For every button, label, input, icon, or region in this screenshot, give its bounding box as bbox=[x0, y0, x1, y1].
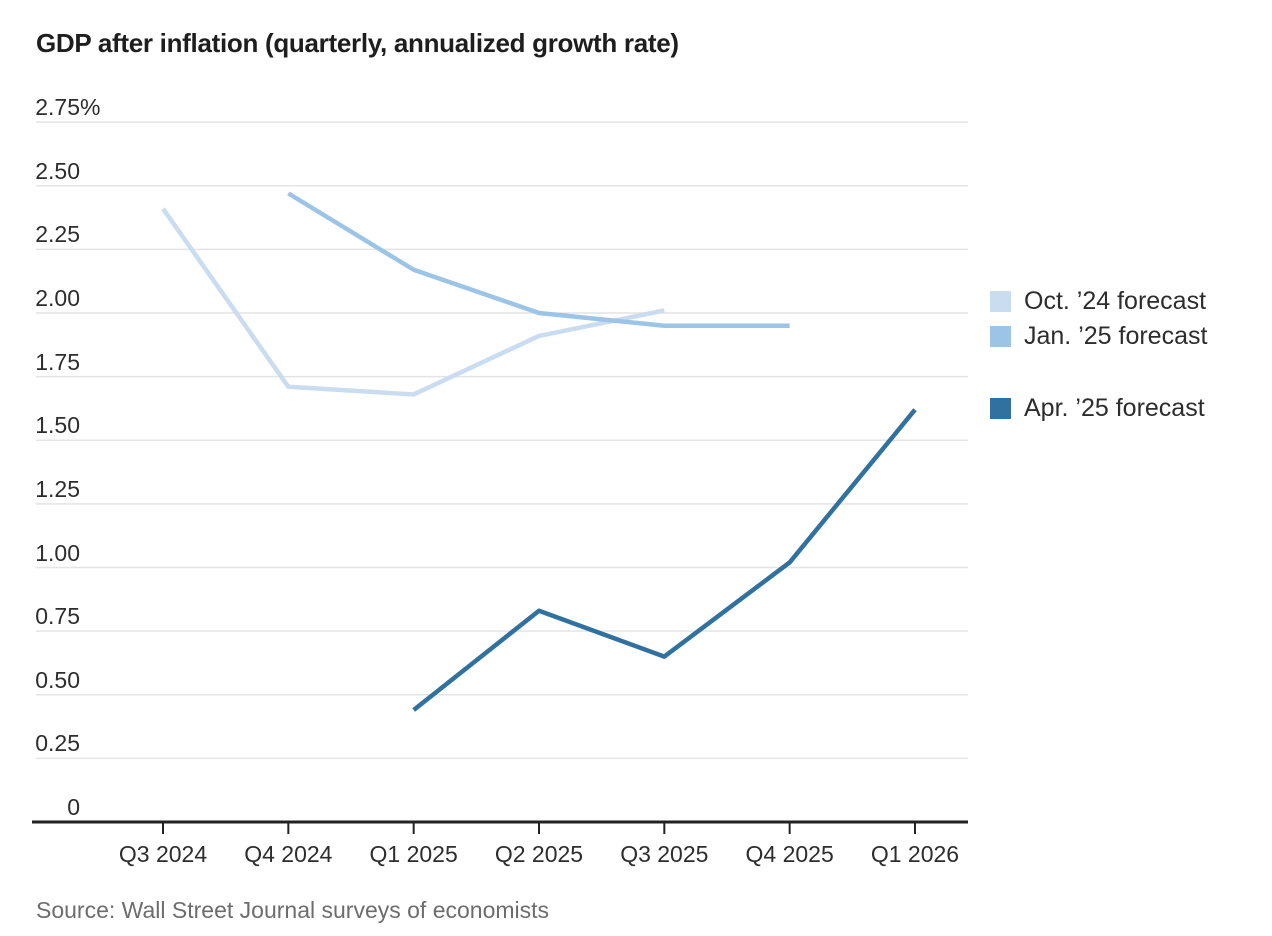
legend-item: Apr. ’25 forecast bbox=[990, 394, 1205, 423]
legend-swatch-icon bbox=[990, 291, 1011, 312]
y-tick-label: 2.00 bbox=[35, 285, 80, 311]
x-tick-label: Q3 2025 bbox=[620, 841, 709, 867]
y-tick-label: 0.50 bbox=[35, 666, 80, 693]
y-tick-label: 2.75% bbox=[35, 94, 101, 121]
chart-title: GDP after inflation (quarterly, annualiz… bbox=[36, 28, 679, 58]
y-tick-label: 0.25 bbox=[35, 730, 80, 757]
legend-swatch-icon bbox=[990, 398, 1011, 419]
y-tick-label: 2.25 bbox=[35, 221, 80, 248]
y-tick-label: 0 bbox=[67, 794, 80, 820]
source-note: Source: Wall Street Journal surveys of e… bbox=[36, 897, 550, 923]
y-tick-label: 1.50 bbox=[35, 412, 80, 439]
y-tick-label: 2.50 bbox=[35, 157, 80, 184]
series-line-0 bbox=[161, 207, 665, 397]
y-tick-label: 1.25 bbox=[35, 475, 80, 502]
series-line-2 bbox=[412, 408, 917, 712]
legend-item: Oct. ’24 forecast bbox=[990, 287, 1206, 316]
y-tick-label: 0.75 bbox=[35, 603, 80, 630]
y-tick-label: 1.75 bbox=[35, 348, 80, 375]
legend-label: Apr. ’25 forecast bbox=[1024, 394, 1205, 422]
x-tick-label: Q3 2024 bbox=[118, 841, 208, 867]
x-tick-label: Q1 2026 bbox=[870, 841, 960, 867]
legend-label: Jan. ’25 forecast bbox=[1024, 322, 1208, 350]
y-tick-label: 1.00 bbox=[35, 539, 80, 566]
x-tick-label: Q1 2025 bbox=[369, 841, 458, 867]
x-tick-label: Q4 2025 bbox=[745, 841, 834, 867]
y-axis-unit: % bbox=[80, 94, 101, 121]
x-tick-label: Q4 2024 bbox=[244, 841, 333, 867]
x-tick-label: Q2 2025 bbox=[494, 841, 584, 867]
legend-item: Jan. ’25 forecast bbox=[990, 322, 1207, 351]
legend-label: Oct. ’24 forecast bbox=[1024, 287, 1207, 315]
legend-swatch-icon bbox=[990, 326, 1011, 347]
series-line-1 bbox=[287, 191, 790, 328]
